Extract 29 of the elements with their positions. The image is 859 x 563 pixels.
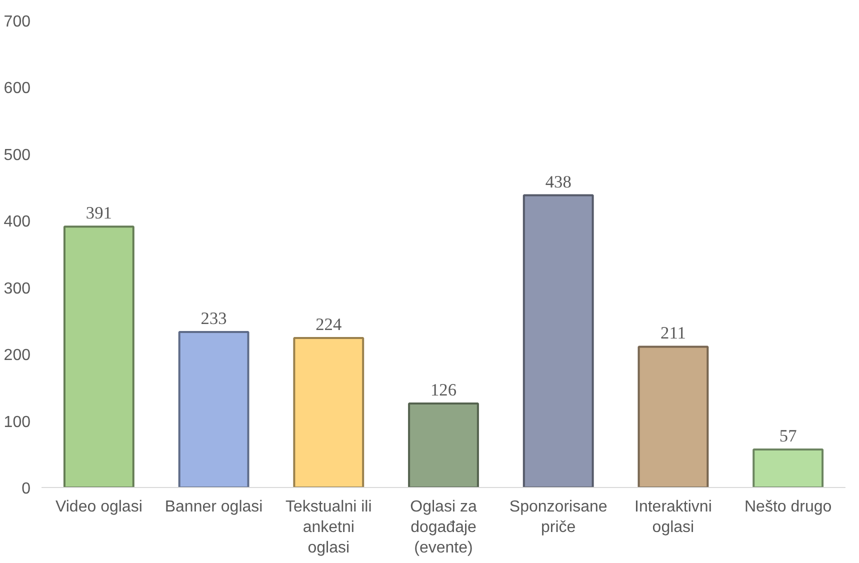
- bar: [63, 226, 134, 488]
- bar: [522, 194, 594, 488]
- bar: [293, 337, 364, 488]
- data-label: 391: [86, 204, 112, 223]
- x-tick-label: Sponzorisane priče: [509, 498, 608, 536]
- bar: [178, 331, 250, 488]
- y-tick-label: 200: [4, 347, 31, 364]
- y-tick-label: 500: [4, 146, 31, 164]
- y-tick-label: 700: [4, 14, 31, 30]
- data-label: 233: [200, 309, 227, 328]
- data-label: 438: [545, 172, 572, 192]
- x-tick-label: Interaktivni oglasi: [634, 498, 712, 536]
- bar: [408, 402, 479, 488]
- x-tick-label: Video oglasi: [55, 498, 142, 516]
- y-tick-label: 300: [4, 280, 31, 298]
- x-tick-label: Oglasi za događaje (evente): [410, 498, 477, 556]
- x-tick-label: Tekstualni ili anketni oglasi: [286, 498, 372, 556]
- x-tick-label: Banner oglasi: [164, 498, 263, 516]
- x-tick-label: Nešto drugo: [744, 498, 832, 516]
- data-label: 224: [316, 315, 342, 334]
- y-tick-label: 100: [4, 414, 31, 431]
- bar: [638, 346, 709, 488]
- data-label: 126: [430, 380, 457, 400]
- data-label: 211: [660, 324, 686, 343]
- bar: [752, 448, 824, 488]
- y-tick-label: 400: [4, 214, 31, 231]
- y-tick-label: 0: [22, 480, 31, 498]
- data-label: 57: [779, 426, 798, 446]
- y-tick-label: 600: [4, 80, 31, 98]
